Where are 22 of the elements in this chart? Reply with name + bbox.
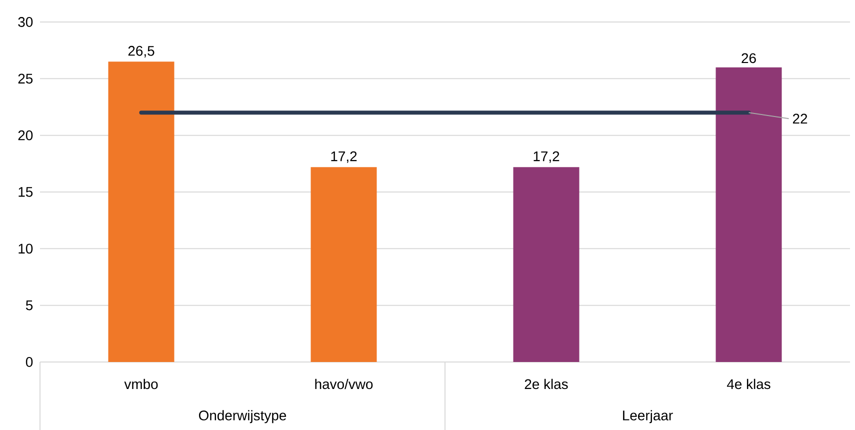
bar bbox=[310, 167, 377, 362]
y-tick-label: 20 bbox=[18, 130, 33, 140]
data-label: 26 bbox=[742, 53, 756, 64]
text: Onderwijstype bbox=[198, 410, 286, 424]
bar bbox=[513, 167, 580, 362]
data-label: 26,5 bbox=[128, 46, 154, 58]
y-tick-label: 5 bbox=[26, 300, 33, 310]
data-label: 17,2 bbox=[331, 151, 357, 163]
y-tick-label: 0 bbox=[26, 357, 33, 367]
bar bbox=[108, 62, 174, 362]
x-tick-label: 4e klas bbox=[726, 378, 770, 390]
y-tick-label: 30 bbox=[18, 17, 33, 27]
x-tick-label: havo/vwo bbox=[315, 378, 373, 390]
data-label: 17,2 bbox=[534, 151, 560, 163]
y-tick-label: 25 bbox=[18, 74, 33, 84]
bar bbox=[716, 67, 782, 362]
text: Leerjaar bbox=[623, 410, 673, 424]
y-tick-label: 15 bbox=[18, 187, 33, 197]
x-tick-label: vmbo bbox=[124, 378, 158, 390]
data-label: 22 bbox=[792, 114, 808, 124]
x-tick-label: 2e klas bbox=[524, 378, 568, 390]
y-tick-label: 10 bbox=[18, 244, 33, 254]
